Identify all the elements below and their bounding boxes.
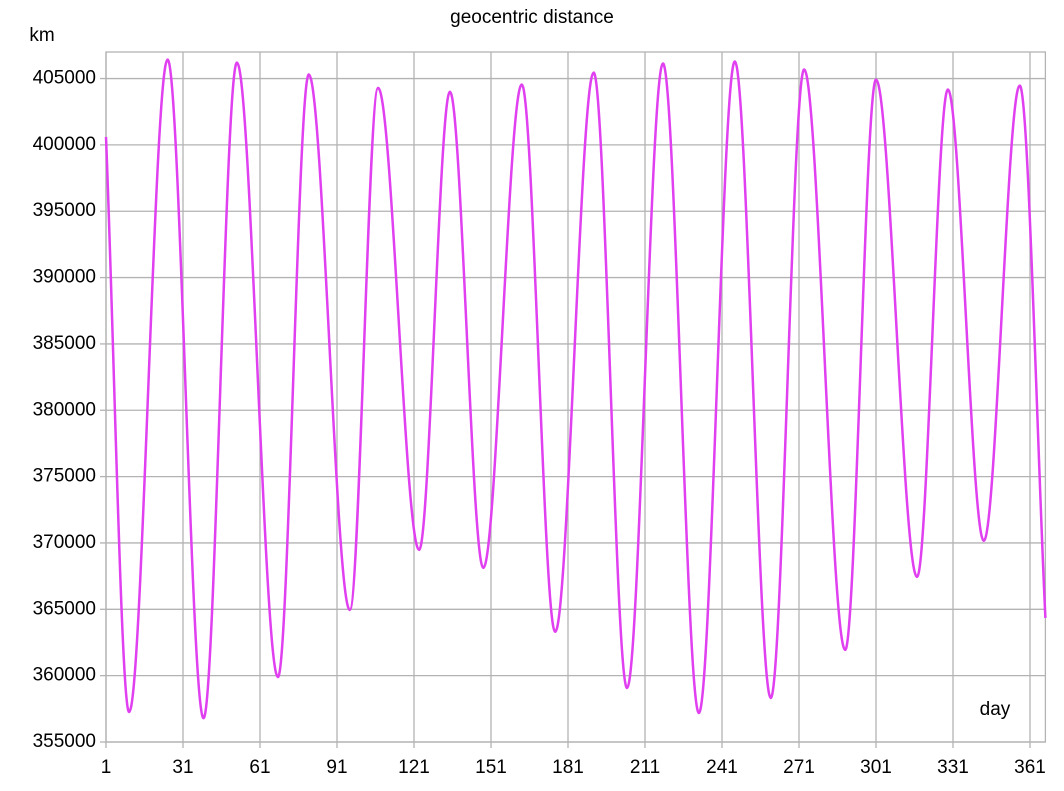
y-tick-label: 360000: [33, 665, 96, 686]
y-axis-label: km: [29, 25, 54, 46]
chart-title: geocentric distance: [450, 7, 614, 28]
x-tick-label: 301: [860, 757, 892, 778]
y-tick-label: 355000: [33, 731, 96, 752]
y-tick-label: 400000: [33, 134, 96, 155]
data-line: [104, 58, 1047, 720]
x-tick-label: 271: [783, 757, 815, 778]
x-tick-label: 61: [249, 757, 270, 778]
y-tick-label: 365000: [33, 598, 96, 619]
y-tick-label: 390000: [33, 267, 96, 288]
y-tick-label: 375000: [33, 466, 96, 487]
x-axis-label: day: [980, 699, 1011, 720]
x-tick-label: 181: [552, 757, 584, 778]
y-tick-label: 380000: [33, 399, 96, 420]
x-tick-label: 31: [172, 757, 193, 778]
x-tick-label: 211: [630, 757, 660, 778]
x-tick-label: 91: [326, 757, 347, 778]
x-tick-label: 241: [706, 757, 738, 778]
x-tick-label: 121: [398, 757, 430, 778]
y-tick-label: 370000: [33, 532, 96, 553]
y-tick-label: 385000: [33, 333, 96, 354]
y-tick-label: 395000: [33, 200, 96, 221]
x-tick-label: 331: [937, 757, 969, 778]
x-tick-label: 151: [475, 757, 507, 778]
plot-frame: [105, 51, 1047, 743]
x-tick-label: 361: [1014, 757, 1046, 778]
x-tick-label: 1: [101, 757, 112, 778]
y-tick-label: 405000: [33, 68, 96, 89]
